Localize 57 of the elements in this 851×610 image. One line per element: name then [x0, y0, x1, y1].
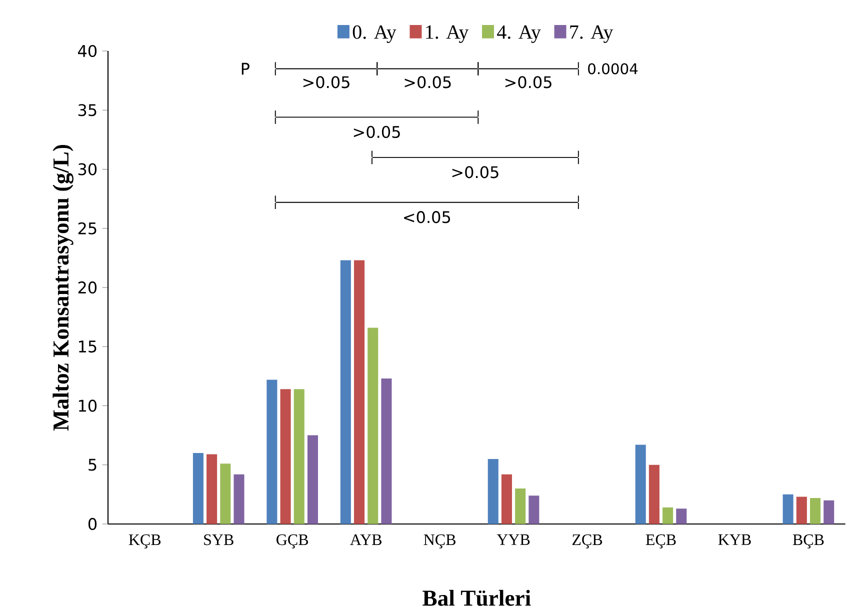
y-tick-label: 25: [78, 222, 96, 234]
bar: [810, 498, 821, 524]
bar: [192, 452, 204, 524]
x-tick-label: ZÇB: [572, 534, 602, 548]
x-tick-label: YYB: [496, 534, 530, 545]
annotation: >0.05: [452, 166, 498, 178]
legend-label: 4. Ay: [497, 25, 541, 43]
annotation: 0.0004: [588, 63, 638, 74]
bar: [824, 500, 834, 524]
x-tick-label: EÇB: [646, 534, 676, 548]
bar: [307, 435, 318, 524]
bar: [528, 495, 540, 524]
bar: [381, 378, 392, 524]
annotation: >0.05: [404, 76, 451, 88]
x-tick-label: AYB: [350, 534, 382, 545]
y-tick-label: 15: [79, 340, 96, 352]
x-tick-label: KÇB: [128, 534, 161, 548]
y-axis-title: Maltoz Konsantrasyonu (g/L): [52, 144, 74, 430]
bar: [515, 488, 526, 524]
bar: [635, 444, 646, 524]
bar: [368, 328, 378, 524]
bar: [340, 260, 351, 524]
annotation: >0.05: [505, 76, 552, 88]
bar: [782, 494, 794, 524]
bar: [266, 380, 278, 524]
bar: [676, 508, 687, 524]
annotation: <0.05: [404, 210, 450, 223]
bar: [220, 464, 231, 524]
annotation: >0.05: [354, 126, 400, 138]
bar: [234, 474, 244, 524]
bar: [648, 464, 660, 524]
y-tick-label: 10: [79, 400, 97, 412]
bar: [662, 507, 674, 524]
y-tick-label: 30: [78, 163, 97, 176]
x-tick-label: GÇB: [276, 534, 308, 548]
legend-label: 0. Ay: [352, 25, 396, 43]
bar: [206, 454, 218, 524]
y-tick-label: 20: [78, 281, 97, 294]
legend-label: 7. Ay: [570, 25, 614, 43]
x-tick-label: BÇB: [792, 534, 824, 548]
bar: [488, 458, 498, 524]
x-tick-label: NÇB: [424, 534, 456, 548]
y-tick-label: 35: [78, 104, 96, 116]
bar: [294, 389, 304, 524]
bar: [280, 389, 291, 524]
bar: [501, 474, 512, 524]
legend-label: 1. Ay: [426, 25, 469, 43]
bar: [796, 496, 807, 524]
x-tick-label: SYB: [204, 534, 234, 545]
x-tick-label: KYB: [718, 534, 751, 545]
y-tick-label: 0: [88, 518, 97, 530]
y-tick-label: 5: [88, 458, 96, 471]
bar: [354, 260, 365, 524]
annotation: >0.05: [303, 76, 350, 88]
annotation: P: [242, 62, 250, 74]
x-axis-title: Bal Türleri: [422, 590, 531, 606]
y-tick-label: 40: [78, 44, 97, 57]
